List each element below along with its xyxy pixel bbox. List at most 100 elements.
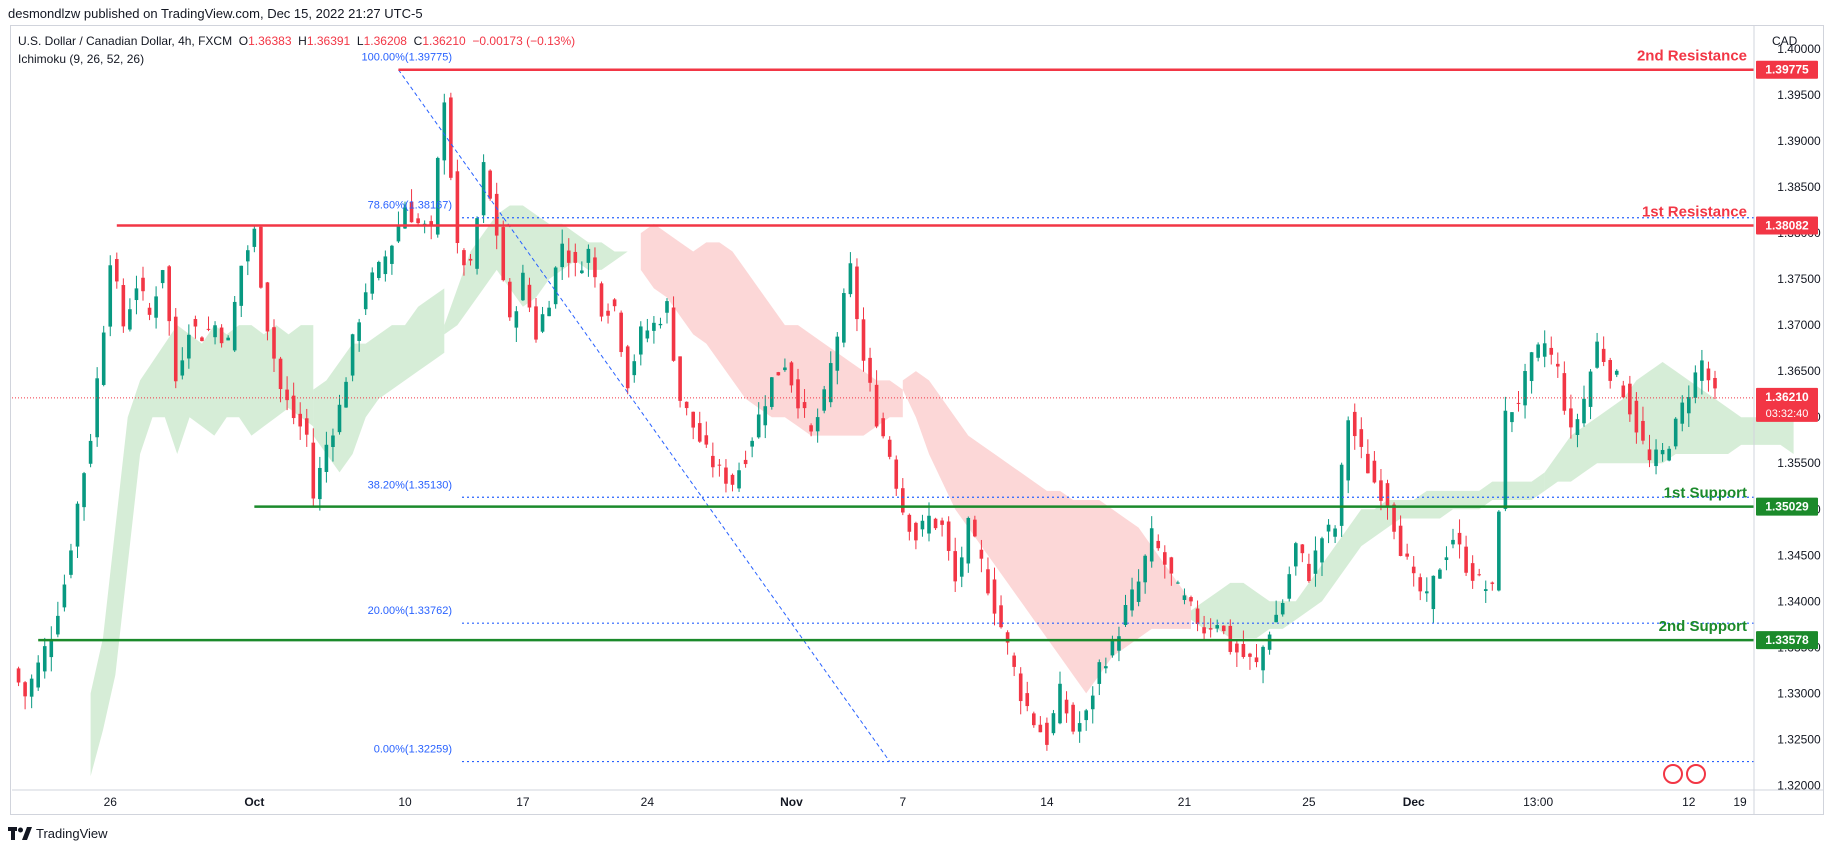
chart-frame[interactable] (10, 25, 1824, 815)
candle-body (1248, 653, 1252, 657)
candle-body (1614, 370, 1619, 375)
candle-body (1582, 398, 1586, 424)
candle-body (121, 285, 126, 327)
fib-level-label: 78.60%(1.38167) (368, 200, 452, 212)
candle-body (1352, 411, 1357, 437)
candle-body (1339, 464, 1344, 526)
footer-brand[interactable]: TradingView (8, 826, 108, 841)
candle-body (671, 307, 676, 361)
candle-body (1385, 483, 1390, 507)
candle-body (645, 330, 650, 339)
level-price-tag (1756, 60, 1818, 79)
candle-body (16, 668, 21, 683)
candle-body (756, 414, 761, 438)
candle-body (1542, 343, 1547, 357)
close-value: 1.36210 (422, 34, 466, 48)
candle-body (180, 360, 185, 376)
candle-body (1503, 410, 1508, 509)
candle-body (599, 283, 604, 317)
candle-body (370, 272, 375, 294)
candle-body (1235, 643, 1239, 653)
symbol-name[interactable]: U.S. Dollar / Canadian Dollar, 4h, FXCM (18, 34, 233, 48)
candle-body (1569, 408, 1573, 428)
candle-body (547, 307, 551, 317)
candle-body (802, 402, 807, 409)
candle-body (652, 322, 656, 331)
candle-body (494, 193, 499, 236)
candle-body (42, 646, 47, 672)
fib-level-label: 100.00%(1.39775) (361, 52, 452, 64)
candle-body (193, 319, 198, 327)
candle-body (1477, 574, 1481, 576)
us-flag-icon[interactable] (1663, 764, 1683, 784)
candle-body (809, 425, 813, 432)
change-value: −0.00173 (−0.13%) (472, 34, 576, 48)
candle-body (1549, 347, 1554, 355)
candle-body (1189, 597, 1193, 602)
candle-body (665, 301, 669, 313)
candle-body (1313, 550, 1318, 574)
candle-body (1064, 699, 1069, 714)
candle-body (540, 314, 545, 332)
candle-body (285, 389, 289, 401)
candle-body (1575, 419, 1580, 435)
candle-body (1497, 511, 1501, 591)
candle-body (658, 323, 663, 326)
candle-body (619, 312, 623, 353)
candle-body (1483, 589, 1488, 591)
candle-body (272, 327, 276, 359)
level-price-tag-text: 1.39775 (1765, 63, 1809, 77)
candle-body (324, 444, 329, 472)
candle-body (861, 319, 866, 361)
candle-body (1667, 448, 1671, 461)
candle-body (488, 170, 492, 199)
canada-flag-icon[interactable] (1686, 764, 1706, 784)
time-axis-tick: 10 (398, 795, 412, 809)
candle-body (82, 473, 86, 508)
candle-body (639, 326, 643, 355)
candle-body (1398, 525, 1403, 556)
candle-body (1307, 563, 1311, 582)
time-axis-tick: 19 (1733, 795, 1747, 809)
candle-body (298, 413, 302, 427)
candle-body (200, 337, 204, 342)
candle-body (593, 257, 597, 278)
candle-body (1660, 449, 1665, 455)
candle-body (1005, 632, 1010, 643)
candle-body (999, 605, 1003, 628)
candle-body (1588, 371, 1593, 407)
candle-body (1254, 657, 1259, 663)
candle-body (56, 615, 60, 635)
candle-body (416, 218, 420, 224)
candle-body (429, 221, 433, 226)
candle-body (1267, 634, 1272, 650)
candle-body (1470, 563, 1475, 581)
candle-body (318, 467, 322, 500)
candle-body (337, 404, 342, 433)
symbol-header: U.S. Dollar / Canadian Dollar, 4h, FXCM … (18, 34, 575, 48)
indicator-legend[interactable]: Ichimoku (9, 26, 52, 26) (18, 52, 145, 66)
candle-body (1294, 543, 1298, 567)
candle-body (357, 322, 361, 341)
candle-body (1621, 385, 1626, 398)
price-axis-tick: 1.35500 (1777, 456, 1821, 470)
candle-body (154, 296, 158, 318)
candle-body (1110, 639, 1115, 656)
candle-body (566, 250, 571, 263)
close-label: C (413, 34, 423, 48)
candle-body (514, 311, 519, 328)
candle-body (422, 223, 427, 225)
high-value: 1.36391 (306, 34, 351, 48)
candle-body (88, 440, 93, 464)
open-label: O (238, 34, 249, 48)
high-label: H (298, 34, 307, 48)
candle-body (1608, 360, 1612, 381)
candle-body (887, 439, 892, 457)
open-value: 1.36383 (248, 34, 292, 48)
candle-body (36, 662, 40, 688)
candle-body (979, 549, 984, 559)
candle-body (409, 201, 414, 223)
fib-level-label: 20.00%(1.33762) (368, 605, 452, 617)
candle-body (933, 518, 938, 529)
